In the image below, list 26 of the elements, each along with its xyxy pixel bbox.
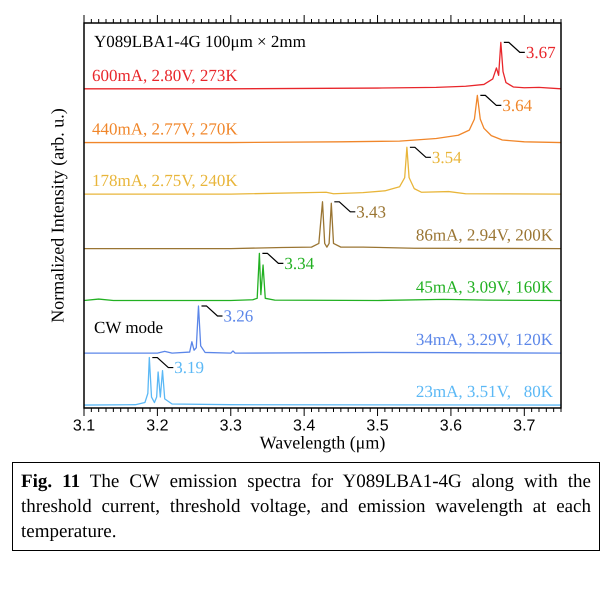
annotation: 3.26: [223, 306, 254, 326]
caption: Fig. 11 The CW emission spectra for Y089LBA1-4G along with the threshold current, threshold voltage, and emission wavelength at each temperature.: [12, 462, 600, 551]
annotation: CW mode: [94, 318, 164, 338]
y-axis-title: Normalized Intensity (arb. u.): [48, 108, 68, 323]
annotation: 3.43: [356, 202, 386, 222]
annotation: Y089LBA1-4G 100μm × 2mm: [94, 32, 306, 51]
x-tick-label: 3.5: [366, 417, 389, 434]
x-tick-label: 3.3: [220, 417, 242, 434]
x-tick-label: 3.4: [293, 417, 316, 434]
series-label: 86mA, 2.94V, 200K: [416, 226, 554, 245]
annotation: 3.64: [502, 96, 533, 115]
x-tick-label: 3.1: [72, 417, 96, 434]
series-label: 23mA, 3.51V, 80K: [416, 382, 554, 402]
series-label: 600mA, 2.80V, 273K: [92, 66, 238, 85]
series-label: 178mA, 2.75V, 240K: [92, 171, 238, 190]
series-label: 45mA, 3.09V, 160K: [416, 278, 554, 297]
annotation: 3.19: [174, 358, 204, 378]
series-label: 440mA, 2.77V, 270K: [92, 120, 238, 139]
annotation: 3.67: [526, 42, 556, 62]
x-tick-label: 3.7: [513, 417, 536, 434]
series-label: 34mA, 3.29V, 120K: [416, 330, 554, 350]
x-tick-label: 3.2: [146, 417, 169, 434]
x-axis-title: Wavelength (μm): [260, 432, 386, 453]
annotation: 3.34: [284, 254, 315, 273]
annotation: 3.54: [432, 148, 462, 167]
x-tick-label: 3.6: [440, 417, 462, 434]
